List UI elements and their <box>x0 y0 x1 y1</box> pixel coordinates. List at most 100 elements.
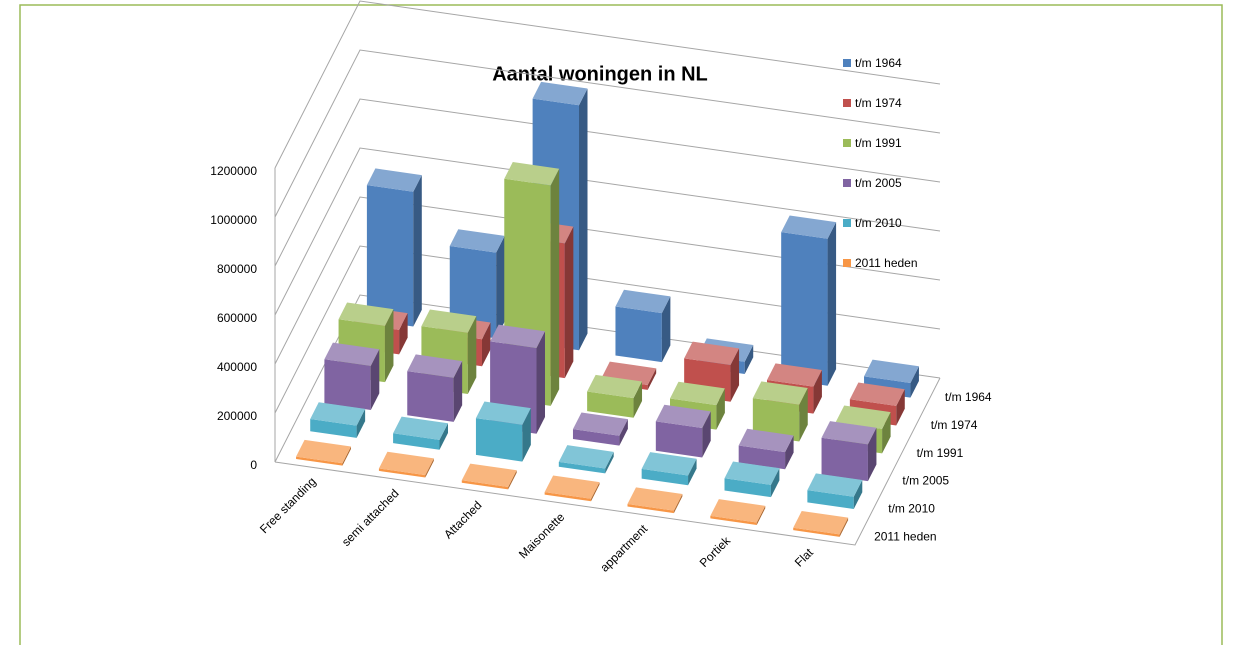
bar-front <box>296 456 343 466</box>
legend-label: t/m 1974 <box>855 96 902 110</box>
bar-side <box>744 344 754 374</box>
bar-top <box>532 81 588 106</box>
bar <box>655 404 711 458</box>
bar-top <box>793 511 849 535</box>
bar-top <box>655 404 711 429</box>
bar-top <box>710 499 766 523</box>
bar-front <box>752 398 800 442</box>
bar-front <box>655 421 703 458</box>
z-tick-label: 1000000 <box>210 213 257 227</box>
bar-top <box>752 381 808 405</box>
z-tick-label: 200000 <box>217 409 257 423</box>
x-tick-label: Flat <box>792 545 817 570</box>
grid-line <box>274 49 941 218</box>
bar-front <box>393 433 440 450</box>
bar <box>324 342 380 411</box>
bar-top <box>461 463 517 487</box>
grid-line <box>274 98 941 267</box>
bar-top <box>378 451 434 476</box>
z-tick-label: 600000 <box>217 311 257 325</box>
bar-side <box>425 458 434 478</box>
bar-top <box>324 342 380 366</box>
bar-front <box>475 418 523 462</box>
legend-label: t/m 1964 <box>855 56 902 70</box>
legend-label: t/m 2005 <box>855 176 902 190</box>
bar <box>366 168 422 327</box>
bar-top <box>864 359 919 383</box>
bar-side <box>342 446 351 466</box>
bar-top <box>504 162 560 186</box>
bar <box>393 416 448 450</box>
bar-front <box>461 480 509 490</box>
bar-side <box>413 175 422 327</box>
bar <box>807 473 863 509</box>
legend-swatch <box>843 139 851 147</box>
bar-side <box>882 412 891 454</box>
bar-front <box>807 490 854 509</box>
bar-top <box>421 309 477 333</box>
bar-side <box>467 316 477 395</box>
bar-front <box>558 461 606 474</box>
bar-side <box>647 368 657 390</box>
x-tick-label: Portiek <box>697 533 734 570</box>
bar <box>615 289 671 363</box>
bar-top <box>835 405 891 429</box>
frame <box>19 4 1223 645</box>
bar-side <box>867 427 877 482</box>
bar <box>544 475 600 502</box>
bar-side <box>536 331 546 434</box>
x-tick-label: Attached <box>441 498 484 541</box>
bar-top <box>490 324 546 348</box>
bar-side <box>910 366 919 398</box>
bar-front <box>821 437 868 482</box>
bar <box>793 511 849 537</box>
bar <box>627 487 683 514</box>
z-tick-label: 0 <box>250 458 257 472</box>
bar-side <box>508 470 517 490</box>
bar-top <box>781 215 837 239</box>
bar <box>572 412 628 446</box>
legend-swatch <box>843 59 851 67</box>
bar-side <box>579 88 588 351</box>
bar <box>461 463 517 490</box>
bar-side <box>481 322 491 367</box>
bar-front <box>324 359 371 411</box>
bar-side <box>827 222 837 386</box>
legend-swatch <box>843 179 851 187</box>
bar-side <box>756 505 766 525</box>
bar <box>641 452 697 486</box>
floor-edge <box>274 377 941 546</box>
bar-top <box>849 382 905 406</box>
chart-title: Aantal woningen in NL <box>492 63 708 85</box>
bar-side <box>550 168 560 406</box>
series-axis-label: t/m 2010 <box>888 501 935 515</box>
bar-top <box>338 302 394 326</box>
bar-front <box>615 306 662 363</box>
bar-side <box>399 313 408 355</box>
bar-side <box>896 389 905 426</box>
bar-top <box>684 341 740 366</box>
bar-side <box>813 369 822 414</box>
bar-top <box>449 229 505 253</box>
bar-top <box>724 461 780 485</box>
bar-top <box>807 473 863 497</box>
legend-swatch <box>843 259 851 267</box>
bar-side <box>688 458 697 486</box>
bar-side <box>730 348 740 402</box>
bar-side <box>661 296 671 363</box>
bar-side <box>439 423 448 450</box>
bar-side <box>356 408 366 438</box>
bar-side <box>770 468 780 498</box>
legend-label: t/m 1991 <box>855 136 902 150</box>
legend-label: t/m 2010 <box>855 216 902 230</box>
bar-side <box>853 480 863 509</box>
legend-label: 2011 heden <box>855 256 918 270</box>
bar <box>710 499 766 525</box>
bar-front <box>710 515 757 525</box>
bar-front <box>724 478 771 498</box>
bar-side <box>591 482 600 502</box>
legend-swatch <box>843 99 851 107</box>
bar-top <box>544 475 600 499</box>
series-axis-label: 2011 heden <box>874 529 937 543</box>
bar <box>407 354 463 422</box>
